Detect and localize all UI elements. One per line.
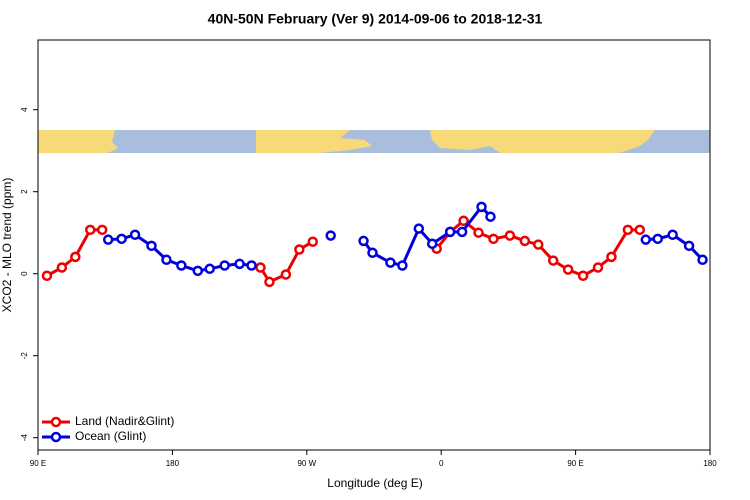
data-point <box>592 262 604 273</box>
data-point <box>56 262 68 273</box>
x-axis-label: Longitude (deg E) <box>327 476 422 490</box>
data-point <box>246 260 257 271</box>
data-point <box>652 233 663 245</box>
data-point <box>385 257 396 268</box>
data-point <box>176 260 187 271</box>
data-point <box>547 255 559 266</box>
data-point <box>634 224 646 236</box>
data-point <box>367 247 378 259</box>
data-point <box>146 240 157 252</box>
data-point <box>456 226 468 238</box>
y-tick-label: -4 <box>20 434 29 442</box>
data-point <box>683 240 695 252</box>
y-tick-label: 2 <box>20 189 29 194</box>
data-point <box>204 263 215 275</box>
data-point <box>192 265 204 277</box>
legend-label: Land (Nadir&Glint) <box>75 414 174 428</box>
legend-marker <box>50 431 62 443</box>
data-point <box>161 254 172 266</box>
chart-title: 40N-50N February (Ver 9) 2014-09-06 to 2… <box>208 11 543 27</box>
y-tick-label: 4 <box>20 107 29 112</box>
data-point <box>640 234 652 245</box>
data-point <box>219 260 230 271</box>
data-point <box>85 224 96 236</box>
legend: Land (Nadir&Glint)Ocean (Glint) <box>42 414 174 443</box>
map-strip <box>38 130 710 153</box>
data-point <box>41 270 53 281</box>
data-point <box>504 230 516 241</box>
data-point <box>562 264 574 275</box>
y-tick-label: 0 <box>20 271 29 276</box>
x-tick-label: 90 E <box>567 459 583 468</box>
legend-label: Ocean (Glint) <box>75 429 146 443</box>
data-point <box>519 235 531 247</box>
data-point <box>129 229 141 240</box>
data-point <box>606 251 617 263</box>
y-tick-label: -2 <box>20 352 29 360</box>
data-point <box>485 211 496 222</box>
data-point <box>280 269 292 280</box>
data-point <box>116 233 127 245</box>
data-point <box>622 224 634 236</box>
data-point <box>264 276 275 288</box>
series-line <box>362 204 492 268</box>
data-point <box>96 224 108 236</box>
data-point <box>473 227 484 238</box>
data-point <box>307 236 319 247</box>
legend-marker <box>50 416 62 428</box>
x-tick-label: 180 <box>166 459 180 468</box>
data-point <box>667 229 678 240</box>
x-tick-label: 180 <box>703 459 717 468</box>
data-point <box>458 215 469 227</box>
y-axis-label: XCO2 - MLO trend (ppm) <box>0 178 14 313</box>
data-point <box>358 235 369 247</box>
data-point <box>488 233 499 245</box>
data-point <box>476 201 487 213</box>
data-point <box>397 260 408 271</box>
data-point <box>533 239 544 250</box>
data-point <box>294 244 305 255</box>
data-point <box>70 251 81 263</box>
data-point <box>444 226 456 238</box>
data-point <box>234 258 245 270</box>
x-tick-label: 90 E <box>30 459 46 468</box>
data-point <box>413 223 425 234</box>
data-point <box>325 230 336 241</box>
data-point <box>426 238 438 250</box>
data-point <box>102 234 114 245</box>
x-tick-label: 0 <box>439 459 444 468</box>
plot-frame <box>37 39 711 451</box>
data-point <box>255 262 266 273</box>
data-point <box>577 270 589 281</box>
data-point <box>697 254 708 266</box>
x-tick-label: 90 W <box>297 459 316 468</box>
